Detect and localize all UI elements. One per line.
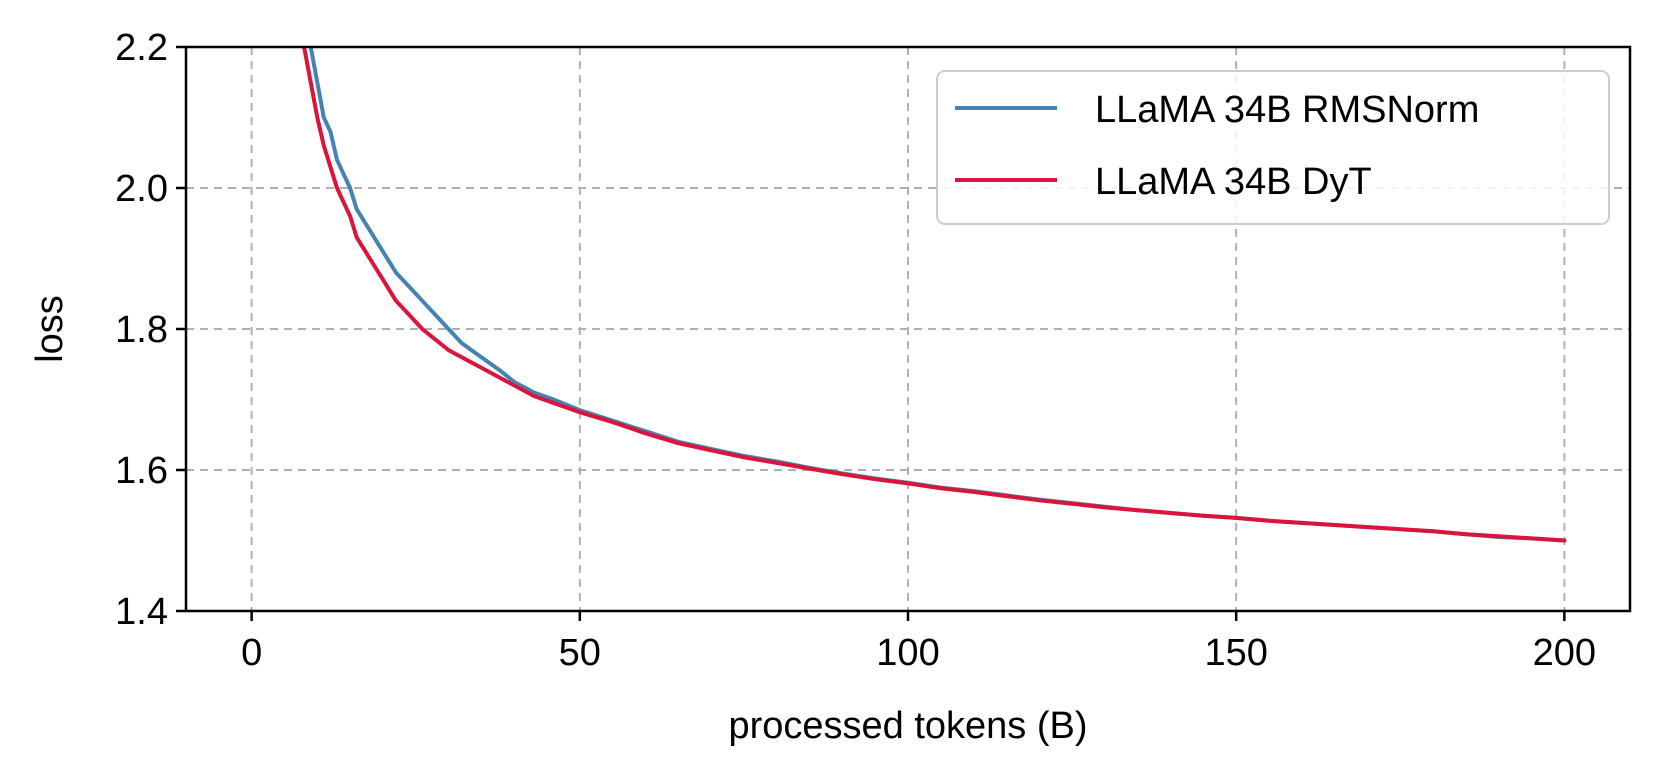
legend: LLaMA 34B RMSNorm LLaMA 34B DyT (936, 70, 1610, 225)
grid (186, 47, 1630, 611)
x-tick-label: 200 (1533, 632, 1596, 674)
series-line-dyt (302, 47, 1567, 543)
x-axis-label: processed tokens (B) (728, 705, 1087, 747)
y-axis-label: loss (29, 295, 71, 363)
y-tick-label: 1.8 (115, 309, 168, 351)
x-tick-label: 100 (876, 632, 939, 674)
axis-ticks: 0 50 100 150 200 1.4 1.6 1.8 2.0 2.2 (115, 27, 1596, 674)
y-tick-label: 2.0 (115, 168, 168, 210)
x-tick-label: 0 (241, 632, 262, 674)
legend-label-dyt: LLaMA 34B DyT (1095, 161, 1372, 203)
legend-label-rmsnorm: LLaMA 34B RMSNorm (1095, 89, 1479, 131)
x-tick-label: 150 (1204, 632, 1267, 674)
x-tick-label: 50 (559, 632, 601, 674)
y-tick-label: 1.6 (115, 450, 168, 492)
y-tick-label: 2.2 (115, 27, 168, 69)
series-lines (302, 47, 1567, 543)
legend-box (936, 70, 1610, 225)
y-tick-label: 1.4 (115, 591, 168, 633)
